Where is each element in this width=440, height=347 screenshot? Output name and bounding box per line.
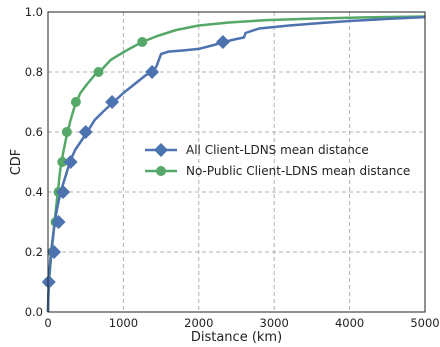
legend-label-all-client: All Client-LDNS mean distance [186,143,369,157]
grid [48,12,425,312]
series-0 [41,15,426,313]
data-point-marker [105,95,120,109]
data-point-marker [215,35,230,49]
data-point-marker [137,37,148,47]
data-point-marker [56,185,71,199]
y-tick-label: 1.0 [25,5,43,19]
y-tick-label: 0.0 [25,305,43,319]
legend-marker-all-client [154,143,168,157]
x-tick-label: 3000 [260,316,289,330]
tick-labels: 0 1000 2000 3000 4000 5000 0.0 0.2 0.4 0.6 0.8 1.0 [25,5,440,330]
data-point-marker [61,127,72,137]
data-point-marker [63,155,78,169]
x-axis-label: Distance (km) [191,330,282,345]
x-tick-label: 2000 [184,316,213,330]
legend-marker-no-public [156,166,166,176]
series-layer [41,15,426,313]
legend-marker-shape [154,143,168,157]
data-point-marker [41,275,56,289]
y-tick-label: 0.2 [25,245,43,259]
data-point-marker [51,215,66,229]
y-axis-label: CDF [9,149,24,176]
y-tick-label: 0.8 [25,65,43,79]
legend-marker-shape [156,166,166,176]
data-point-marker [145,65,160,79]
y-tick-label: 0.4 [25,185,43,199]
data-point-marker [57,157,68,167]
x-tick-label: 5000 [410,316,439,330]
legend: All Client-LDNS mean distance No-Public … [145,143,410,178]
x-tick-label: 4000 [335,316,364,330]
data-point-marker [47,245,62,259]
plot-frame [47,11,426,313]
x-tick-label: 1000 [109,316,138,330]
x-tick-label: 0 [44,316,51,330]
data-point-marker [93,67,104,77]
legend-label-no-public: No-Public Client-LDNS mean distance [186,164,410,178]
data-point-marker [70,97,81,107]
y-tick-label: 0.6 [25,125,43,139]
data-point-marker [78,125,93,139]
